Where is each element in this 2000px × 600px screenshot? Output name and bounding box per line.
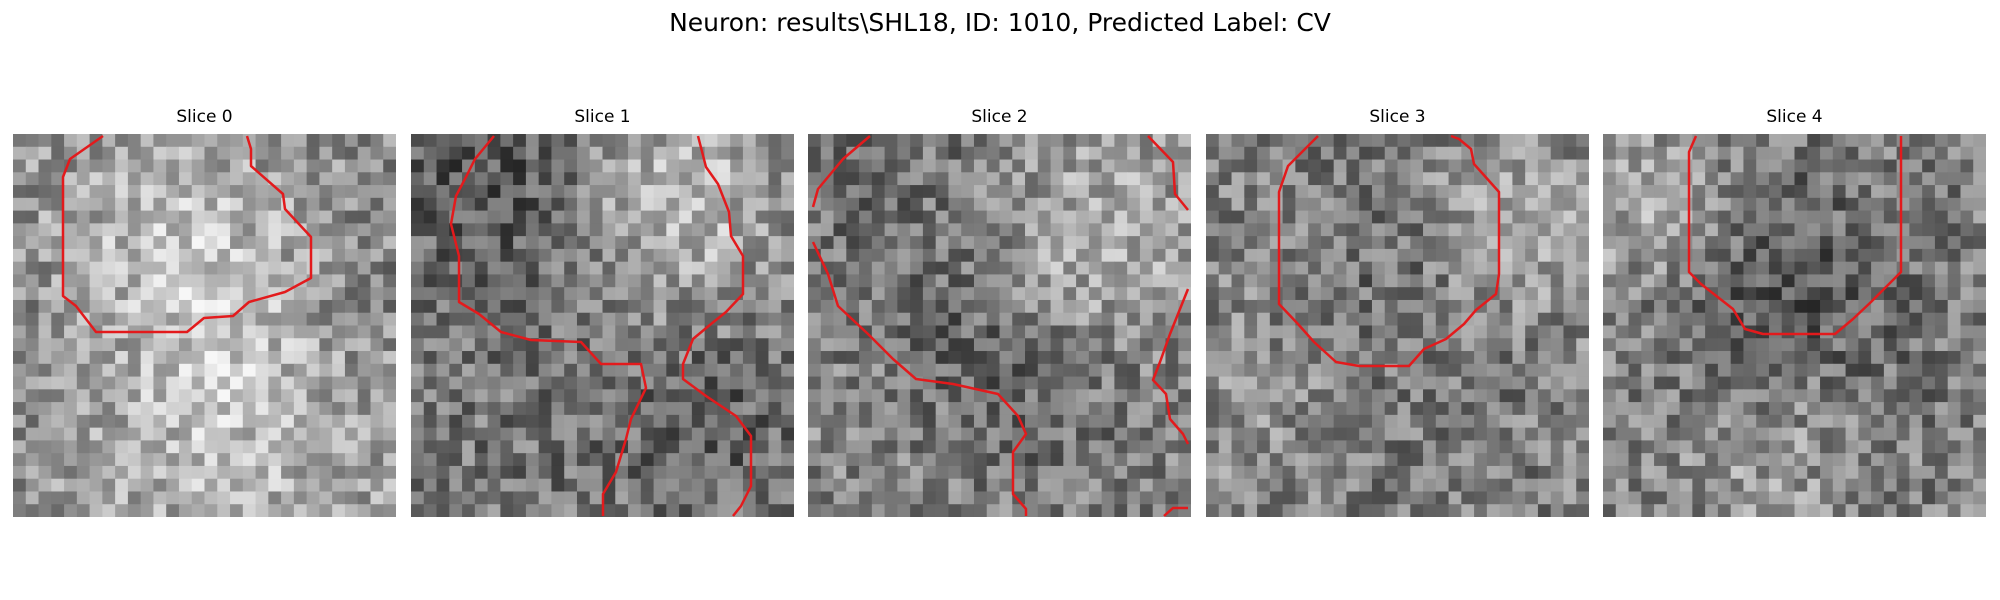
slice-panel-0: Slice 0	[13, 107, 396, 127]
slice-title: Slice 1	[411, 107, 794, 127]
slice-image	[1206, 134, 1589, 517]
slice-title: Slice 0	[13, 107, 396, 127]
slice-title: Slice 2	[808, 107, 1191, 127]
slice-panel-2: Slice 2	[808, 107, 1191, 127]
pixel-grid	[1206, 134, 1589, 517]
pixel-grid	[1603, 134, 1986, 517]
slice-image	[808, 134, 1191, 517]
slice-image	[411, 134, 794, 517]
slice-image	[1603, 134, 1986, 517]
pixel-grid	[411, 134, 794, 517]
slice-panel-3: Slice 3	[1206, 107, 1589, 127]
slice-panel-1: Slice 1	[411, 107, 794, 127]
pixel-grid	[13, 134, 396, 517]
slice-title: Slice 3	[1206, 107, 1589, 127]
slice-title: Slice 4	[1603, 107, 1986, 127]
slice-panel-4: Slice 4	[1603, 107, 1986, 127]
pixel-grid	[808, 134, 1191, 517]
slice-image	[13, 134, 396, 517]
figure-title: Neuron: results\SHL18, ID: 1010, Predict…	[0, 6, 2000, 40]
